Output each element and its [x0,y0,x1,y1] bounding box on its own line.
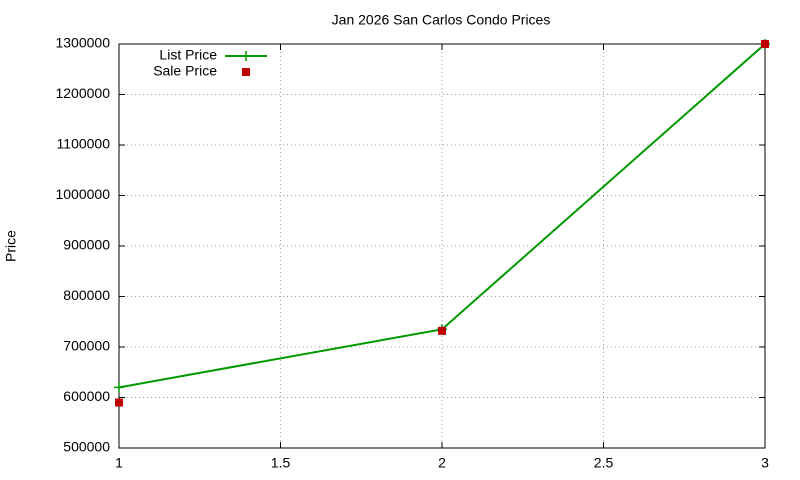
series-line [118,43,766,389]
y-tick-label: 1200000 [55,85,110,101]
y-tick-label: 1000000 [55,186,110,202]
y-axis-label: Price [3,230,19,262]
chart-title: Jan 2026 San Carlos Condo Prices [332,12,551,28]
y-tick-label: 600000 [63,388,110,404]
legend-label: List Price [159,47,217,63]
point-marker [114,382,124,393]
point-marker [761,40,769,48]
x-tick-label: 3 [761,455,769,471]
y-tick-label: 700000 [63,338,110,354]
y-tick-label: 800000 [63,287,110,303]
x-tick-label: 2.5 [594,455,614,471]
y-tick-label: 500000 [63,439,110,455]
legend-swatch [242,68,250,76]
y-tick-label: 1100000 [57,136,111,152]
y-tick-label: 900000 [63,237,110,253]
point-marker [438,326,446,335]
plot-border [118,43,766,449]
x-tick-label: 1 [115,455,123,471]
legend-swatch [241,51,251,61]
x-tick-label: 1.5 [271,455,291,471]
y-tick-label: 1300000 [55,35,110,51]
x-tick-label: 2 [438,455,446,471]
legend-label: Sale Price [153,63,217,79]
point-marker [115,398,123,407]
